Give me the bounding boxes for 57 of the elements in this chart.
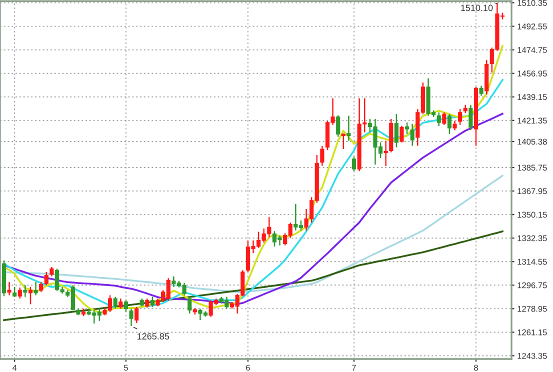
y-tick-label: 1492.55 <box>518 24 547 30</box>
y-tick-label: 1474.75 <box>518 47 547 53</box>
x-tick-label: 8 <box>474 364 478 371</box>
y-tick-label: 1510.35 <box>518 0 547 6</box>
candlestick <box>394 114 398 148</box>
y-tick-label: 1278.95 <box>518 306 547 312</box>
y-tick-label: 1243.35 <box>518 352 547 359</box>
candlestick <box>405 122 410 135</box>
candlestick <box>129 308 134 327</box>
line-series <box>3 230 504 322</box>
candlestick <box>44 271 48 286</box>
x-tick-label: 6 <box>246 364 250 371</box>
annotation: 1265.85 <box>138 333 170 340</box>
annotation: 1510.10 <box>461 4 493 12</box>
y-tick-label: 1350.15 <box>518 212 547 218</box>
y-tick-label: 1385.75 <box>518 164 547 171</box>
candlestick <box>34 281 38 296</box>
candlestick <box>336 114 340 138</box>
candlestick <box>320 145 324 166</box>
y-tick-label: 1405.38 <box>518 138 547 145</box>
y-tick-label: 1456.95 <box>518 70 547 76</box>
y-tick-label: 1314.55 <box>518 258 547 265</box>
x-tick-label: 7 <box>352 364 356 371</box>
x-tick-label: 5 <box>124 364 128 371</box>
candlestick <box>150 296 155 308</box>
y-tick-label: 1421.35 <box>518 118 547 124</box>
candlestick <box>410 123 414 146</box>
candlestick <box>118 298 123 310</box>
candlestick <box>341 132 346 150</box>
y-tick-label: 1367.95 <box>518 188 547 194</box>
candlestick <box>400 125 404 144</box>
candlestick <box>468 104 473 131</box>
candlestick <box>352 156 356 172</box>
candlestick <box>346 115 351 142</box>
candlestick <box>7 281 12 296</box>
candlestick <box>442 112 446 126</box>
candlestick <box>28 286 33 305</box>
candlestick <box>384 140 388 167</box>
candlestick <box>458 108 462 126</box>
candlestick <box>12 286 17 298</box>
candlestick <box>18 286 22 300</box>
y-tick-label: 1261.15 <box>518 329 547 336</box>
candlestick <box>452 120 457 131</box>
candlestick <box>188 296 192 314</box>
candlestick <box>23 284 28 298</box>
candlestick <box>479 85 484 96</box>
candlestick <box>134 306 139 324</box>
y-tick-label: 1332.35 <box>518 235 547 242</box>
candlestick <box>436 112 441 127</box>
candlestick <box>113 296 118 310</box>
candlestick <box>447 114 452 135</box>
x-tick-label: 4 <box>12 364 17 371</box>
y-tick-label: 1439.15 <box>518 94 547 100</box>
candlestick <box>124 300 128 313</box>
y-tick-label: 1296.75 <box>518 282 547 288</box>
candlestick <box>39 281 44 293</box>
candlestick <box>50 266 54 277</box>
